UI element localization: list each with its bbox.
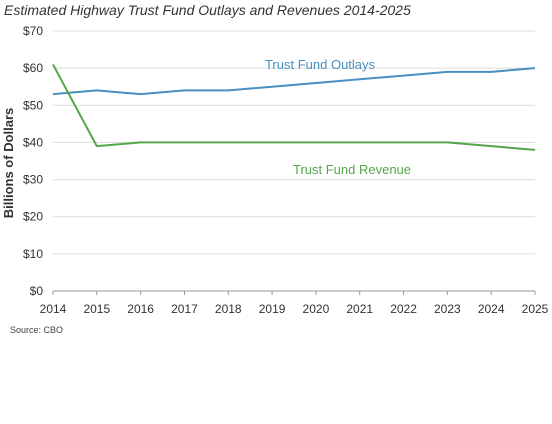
y-tick-label: $30 — [23, 173, 43, 187]
y-axis-ticks: $0 $10 $20 $30 $40 $50 $60 $70 — [23, 24, 43, 298]
y-tick-label: $40 — [23, 135, 43, 149]
y-tick-label: $50 — [23, 98, 43, 112]
x-tick-label: 2019 — [259, 302, 286, 316]
x-tick-label: 2025 — [522, 302, 549, 316]
series-labels: Trust Fund Outlays Trust Fund Revenue — [265, 57, 411, 177]
x-tick-label: 2015 — [83, 302, 110, 316]
series-label-revenue: Trust Fund Revenue — [293, 162, 411, 177]
y-tick-label: $70 — [23, 24, 43, 38]
x-tick-label: 2017 — [171, 302, 198, 316]
y-tick-label: $60 — [23, 61, 43, 75]
y-tick-label: $10 — [23, 247, 43, 261]
series-line-1 — [52, 63, 536, 151]
source-note: Source: CBO — [10, 325, 64, 335]
x-tick-label: 2024 — [478, 302, 505, 316]
x-axis-ticks: 2014 2015 2016 2017 2018 2019 2020 2021 2022 2023… — [40, 291, 549, 316]
series-label-outlays: Trust Fund Outlays — [265, 57, 376, 72]
x-tick-label: 2018 — [215, 302, 242, 316]
x-tick-label: 2016 — [127, 302, 154, 316]
series-line-0 — [52, 67, 536, 96]
x-tick-label: 2022 — [390, 302, 417, 316]
x-tick-label: 2020 — [303, 302, 330, 316]
x-tick-label: 2021 — [346, 302, 373, 316]
series-lines — [52, 63, 536, 151]
x-tick-label: 2023 — [434, 302, 461, 316]
y-axis-label: Billions of Dollars — [1, 108, 16, 219]
y-tick-label: $20 — [23, 210, 43, 224]
x-tick-label: 2014 — [40, 302, 67, 316]
y-tick-label: $0 — [30, 284, 44, 298]
chart-title: Estimated Highway Trust Fund Outlays and… — [4, 2, 411, 18]
